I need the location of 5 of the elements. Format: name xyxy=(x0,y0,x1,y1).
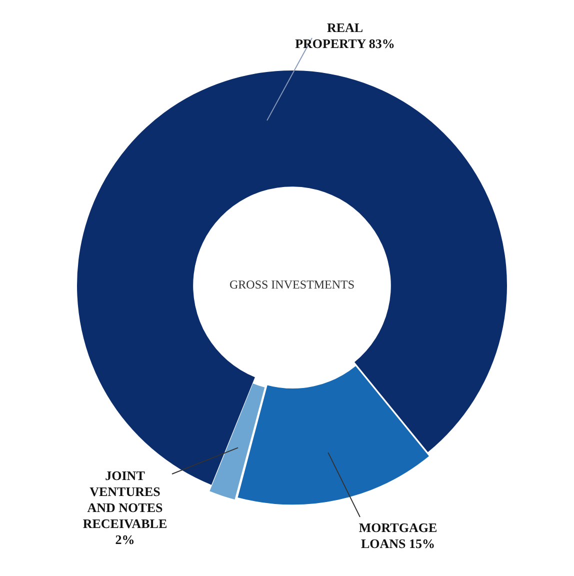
slice-label: MORTGAGE LOANS 15% xyxy=(358,520,438,551)
slice-label: REAL PROPERTY 83% xyxy=(295,20,395,51)
slice-label: JOINT VENTURES AND NOTES RECEIVABLE xyxy=(82,468,168,531)
text: GROSS INVESTMENTS xyxy=(229,278,355,292)
data-label: 2% xyxy=(115,532,135,547)
